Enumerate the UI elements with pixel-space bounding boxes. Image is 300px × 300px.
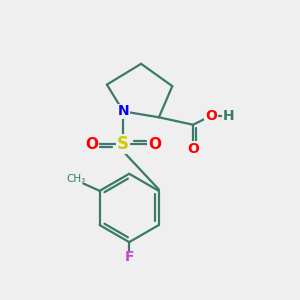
Text: N: N [117, 104, 129, 118]
Text: S: S [117, 135, 129, 153]
Text: F: F [124, 250, 134, 264]
Text: H: H [223, 109, 235, 123]
Text: O: O [85, 136, 98, 152]
Text: CH₃: CH₃ [66, 174, 85, 184]
Text: O: O [205, 109, 217, 123]
Text: O: O [148, 136, 161, 152]
Text: O: O [187, 142, 199, 155]
